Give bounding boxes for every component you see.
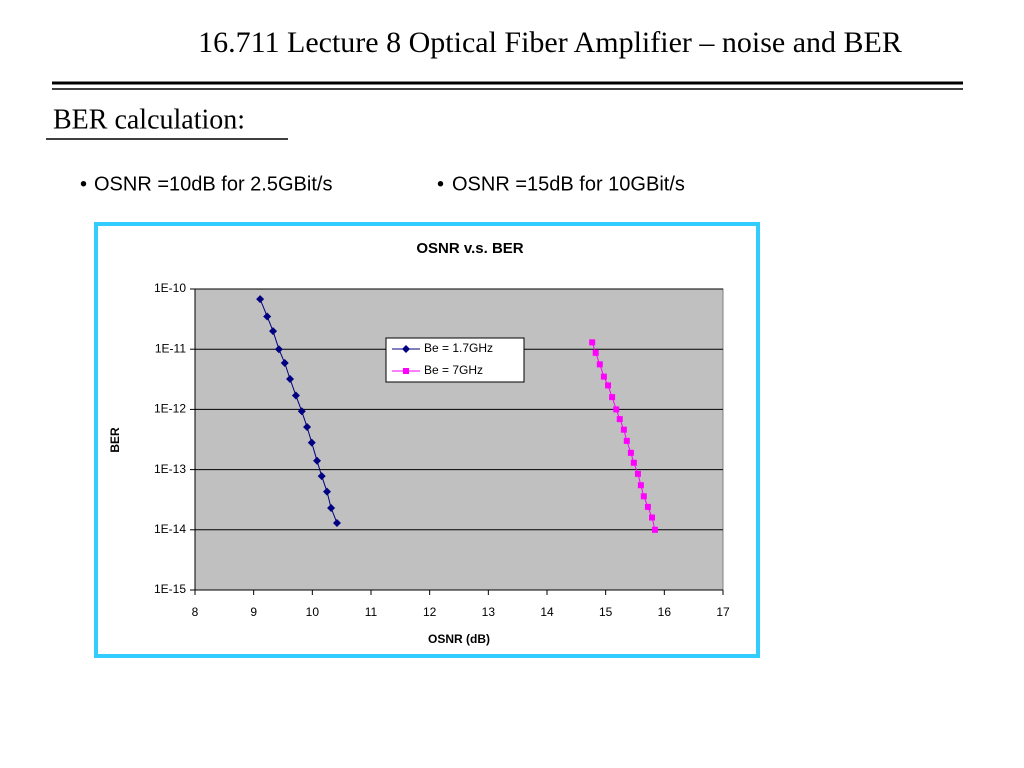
bullet: OSNR =15dB for 10GBit/s [452, 173, 685, 195]
marker [651, 526, 658, 533]
marker [303, 423, 312, 432]
chart-title: OSNR v.s. BER [416, 240, 523, 257]
x-tick-label: 12 [423, 605, 437, 619]
legend-label: Be = 1.7GHz [424, 341, 493, 355]
x-tick-label: 14 [540, 605, 554, 619]
legend [385, 337, 525, 383]
y-tick-label: 1E-13 [154, 462, 186, 476]
bullet-glyph: • [80, 173, 87, 195]
marker [297, 407, 306, 416]
x-tick-label: 16 [658, 605, 672, 619]
x-tick-label: 11 [365, 605, 378, 619]
marker [600, 373, 607, 380]
marker [269, 327, 278, 336]
marker [627, 449, 634, 456]
marker [637, 482, 644, 489]
marker [620, 426, 627, 433]
bullet: OSNR =10dB for 2.5GBit/s [94, 173, 332, 195]
x-tick-label: 15 [599, 605, 613, 619]
marker [313, 456, 322, 465]
section-title: BER calculation: [53, 104, 245, 135]
marker [256, 295, 265, 304]
x-tick-label: 8 [192, 605, 199, 619]
marker [609, 394, 616, 401]
marker [644, 503, 651, 510]
marker [640, 493, 647, 500]
bullet-glyph: • [437, 173, 444, 195]
y-axis-label: BER [108, 427, 122, 453]
y-tick-label: 1E-15 [154, 582, 186, 596]
marker [291, 391, 300, 400]
y-tick-label: 1E-12 [154, 402, 186, 416]
marker [286, 374, 295, 383]
marker [274, 345, 283, 354]
marker [323, 487, 331, 496]
marker [263, 312, 272, 321]
y-tick-label: 1E-10 [154, 281, 186, 295]
y-tick-label: 1E-11 [155, 341, 186, 355]
marker [623, 437, 630, 444]
legend-label: Be = 7GHz [424, 363, 483, 377]
marker [332, 518, 341, 527]
marker [605, 382, 612, 389]
marker [317, 472, 326, 481]
x-tick-label: 13 [482, 605, 496, 619]
marker [280, 358, 289, 367]
slide-title: 16.711 Lecture 8 Optical Fiber Amplifier… [198, 26, 902, 59]
legend-marker [403, 368, 409, 374]
marker [592, 349, 599, 356]
x-tick-label: 10 [306, 605, 320, 619]
marker [616, 416, 623, 423]
y-tick-label: 1E-14 [154, 522, 186, 536]
marker [327, 504, 336, 513]
marker [634, 470, 641, 477]
legend-marker [402, 345, 410, 353]
marker [596, 361, 603, 368]
x-tick-label: 9 [250, 605, 257, 619]
marker [630, 459, 637, 466]
marker [649, 514, 656, 521]
x-tick-label: 17 [716, 605, 730, 619]
marker [613, 406, 620, 413]
x-axis-label: OSNR (dB) [428, 632, 490, 646]
marker [307, 438, 316, 447]
marker [589, 339, 596, 346]
